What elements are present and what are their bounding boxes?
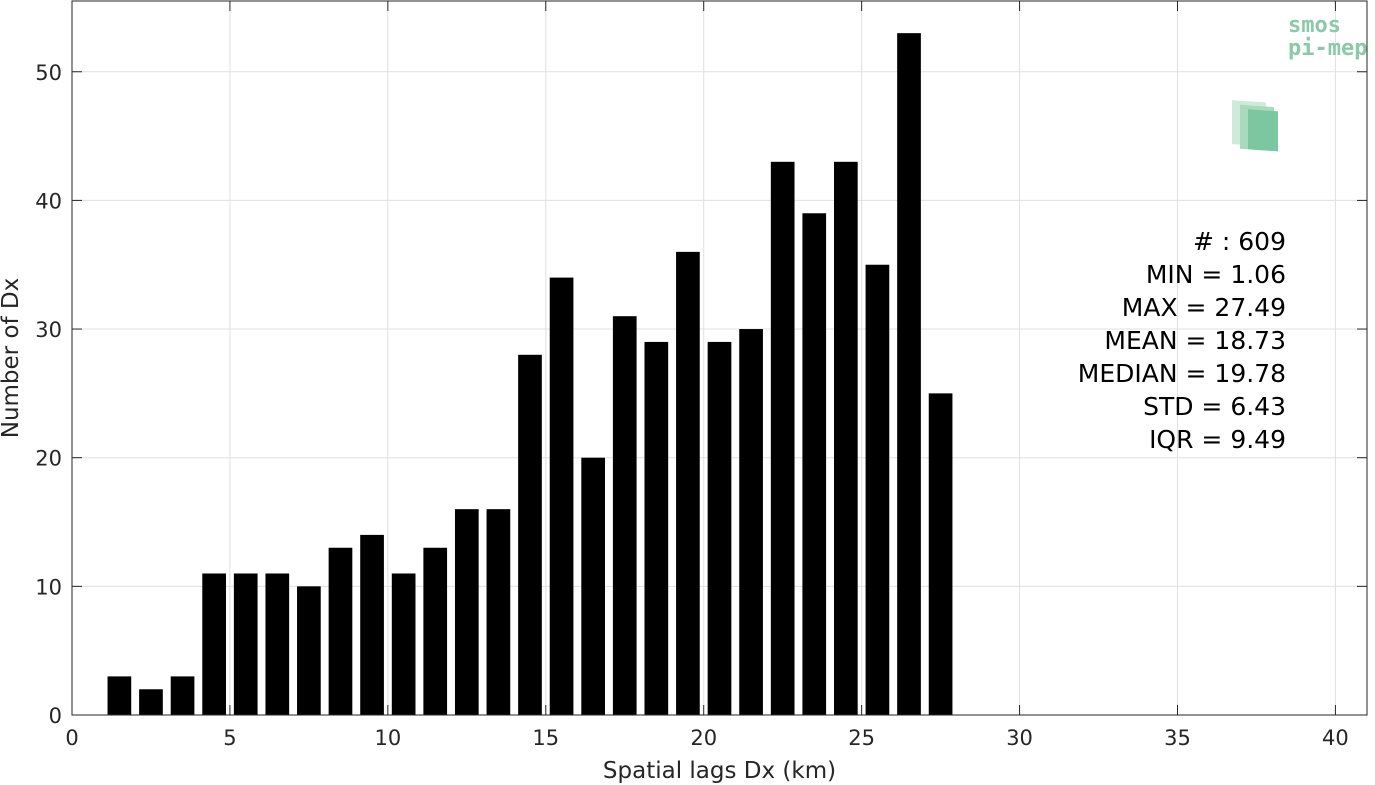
x-tick-label: 0 <box>65 726 78 750</box>
bar <box>265 573 290 715</box>
x-tick-label: 30 <box>1006 726 1033 750</box>
bar <box>328 547 353 715</box>
bar <box>486 509 511 715</box>
y-tick-label: 40 <box>35 189 62 213</box>
x-tick-label: 15 <box>532 726 559 750</box>
y-tick-label: 0 <box>49 704 62 728</box>
bars <box>107 33 953 716</box>
stat-line: IQR = 9.49 <box>1149 425 1286 454</box>
y-tick-label: 10 <box>35 575 62 599</box>
tick-marks <box>71 1 1367 716</box>
bar <box>707 341 732 715</box>
bar <box>233 573 258 715</box>
x-tick-label: 40 <box>1322 726 1349 750</box>
stat-line: MEAN = 18.73 <box>1104 326 1286 355</box>
stat-line: MIN = 1.06 <box>1146 260 1286 289</box>
stat-line: STD = 6.43 <box>1143 392 1286 421</box>
bar <box>360 534 384 715</box>
y-axis-label: Number of Dx <box>0 278 24 439</box>
bar <box>833 161 858 716</box>
bar <box>202 573 226 715</box>
bar <box>739 329 763 715</box>
y-tick-label: 50 <box>35 61 62 85</box>
bar <box>770 161 795 716</box>
bar <box>928 393 953 715</box>
x-tick-labels: 0 5 10 15 20 25 30 35 40 <box>65 726 1348 750</box>
y-tick-label: 30 <box>35 318 62 342</box>
x-tick-label: 20 <box>690 726 717 750</box>
y-tick-labels: 0 10 20 30 40 50 <box>35 61 62 728</box>
bar <box>139 689 163 715</box>
stats-box: # : 609 MIN = 1.06 MAX = 27.49 MEAN = 18.73… <box>1078 227 1286 454</box>
stat-line: MAX = 27.49 <box>1122 293 1286 322</box>
x-axis-label: Spatial lags Dx (km) <box>603 758 836 784</box>
bar <box>897 33 921 715</box>
x-tick-label: 25 <box>848 726 875 750</box>
x-tick-label: 35 <box>1164 726 1191 750</box>
bar <box>644 341 669 715</box>
bar <box>549 277 574 715</box>
bar <box>391 573 416 715</box>
bar <box>423 547 448 715</box>
smos-pi-mep-logo: smos pi-mep <box>1232 13 1367 152</box>
plot-frame <box>71 0 1368 716</box>
bar <box>170 676 195 715</box>
bar <box>676 251 700 715</box>
bar <box>454 509 479 715</box>
x-tick-label: 10 <box>374 726 401 750</box>
x-tick-label: 5 <box>223 726 236 750</box>
bar <box>297 586 321 715</box>
stat-line: MEDIAN = 19.78 <box>1078 359 1286 388</box>
bar <box>518 354 542 715</box>
logo-line1: smos <box>1288 13 1341 38</box>
y-tick-label: 20 <box>35 447 62 471</box>
stat-line: # : 609 <box>1193 227 1286 256</box>
bar <box>612 316 637 715</box>
logo-line2: pi-mep <box>1288 36 1367 61</box>
bar <box>107 676 132 715</box>
bar <box>865 264 890 715</box>
bar <box>581 457 606 715</box>
bar <box>802 213 827 715</box>
